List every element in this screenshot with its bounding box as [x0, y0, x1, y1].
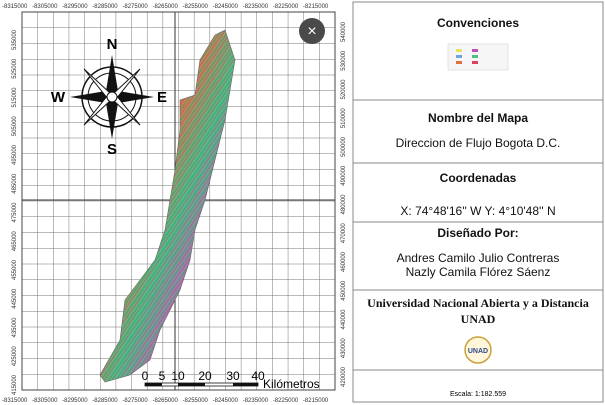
left-axis-label: 445000 — [12, 288, 18, 309]
right-axis-label: 510000 — [341, 108, 347, 129]
scale-tick-label: 5 — [159, 369, 166, 383]
scale-tick-label: 0 — [142, 369, 149, 383]
top-axis-label: -8245000 — [213, 4, 239, 10]
left-axis-label: 485000 — [12, 173, 18, 194]
right-axis-label: 470000 — [341, 223, 347, 244]
scale-bar-segment — [178, 383, 205, 386]
left-axis-label: 505000 — [12, 116, 18, 137]
author: Nazly Camila Flórez Sáenz — [406, 265, 551, 279]
legend-swatch — [456, 55, 462, 58]
top-axis-label: -8315000 — [2, 4, 28, 10]
top-axis-label: -8235000 — [243, 4, 269, 10]
bottom-axis-label: -8315000 — [2, 398, 28, 404]
area-texture — [99, 29, 236, 383]
right-axis-label: 420000 — [341, 366, 347, 387]
close-button-icon[interactable]: × — [307, 23, 316, 40]
bottom-axis-label: -8285000 — [92, 398, 118, 404]
left-axis-label: 475000 — [12, 202, 18, 223]
bottom-axis-label: -8275000 — [122, 398, 148, 404]
top-axis-label: -8275000 — [122, 4, 148, 10]
compass-point — [70, 91, 112, 103]
top-axis-label: -8285000 — [92, 4, 118, 10]
coordinates-title: Coordenadas — [440, 171, 517, 185]
bottom-axis-label: -8215000 — [303, 398, 329, 404]
scale-tick-label: 30 — [226, 369, 240, 383]
info-panel: Convenciones Nombre del Mapa Direccion d… — [352, 1, 604, 403]
bottom-axis-label: -8295000 — [62, 398, 88, 404]
map-frame — [21, 11, 336, 391]
left-axis-label: 515000 — [12, 87, 18, 108]
compass-w: W — [51, 89, 66, 106]
legend-title: Convenciones — [437, 16, 519, 30]
compass-point — [106, 55, 118, 97]
coordinates: X: 74°48'16'' W Y: 4°10'48'' N — [400, 204, 555, 218]
close-button-bg[interactable] — [299, 18, 325, 44]
top-axis-label: -8295000 — [62, 4, 88, 10]
right-axis-label: 490000 — [341, 165, 347, 186]
right-axis-label: 540000 — [341, 21, 347, 42]
bottom-axis-label: -8255000 — [183, 398, 209, 404]
compass: N S W E — [51, 36, 167, 158]
left-axis-label: 435000 — [12, 317, 18, 338]
right-axis-label: 450000 — [341, 280, 347, 301]
scale-tick-label: 10 — [171, 369, 185, 383]
left-axis-label: 495000 — [12, 144, 18, 165]
left-axis-label: 525000 — [12, 58, 18, 79]
legend-swatch — [472, 61, 478, 64]
compass-n: N — [107, 36, 118, 53]
right-axis-label: 500000 — [341, 136, 347, 157]
close-button[interactable]: × — [299, 18, 325, 44]
scale-unit: Kilómetros — [263, 377, 320, 391]
right-axis-label: 530000 — [341, 50, 347, 71]
university: Universidad Nacional Abierta y a Distanc… — [367, 296, 589, 310]
legend-swatch — [472, 49, 478, 52]
left-axis-label: 455000 — [12, 259, 18, 280]
left-axis-label: 535000 — [12, 29, 18, 50]
top-axis-label: -8255000 — [183, 4, 209, 10]
compass-center — [106, 91, 118, 103]
bottom-axis-label: -8245000 — [213, 398, 239, 404]
bottom-axis-label: -8265000 — [152, 398, 178, 404]
compass-e: E — [157, 89, 167, 106]
left-axis-label: 465000 — [12, 231, 18, 252]
legend-swatch — [456, 49, 462, 52]
top-axis-label: -8265000 — [152, 4, 178, 10]
right-axis-label: 480000 — [341, 194, 347, 215]
left-axis-label: 425000 — [12, 346, 18, 367]
right-axis-label: 460000 — [341, 251, 347, 272]
compass-point — [112, 91, 154, 103]
top-axis-label: -8305000 — [32, 4, 58, 10]
map-name-title: Nombre del Mapa — [428, 111, 528, 125]
author: Andres Camilo Julio Contreras — [397, 251, 560, 265]
bottom-axis-label: -8225000 — [273, 398, 299, 404]
scale-bar-segment — [233, 383, 258, 386]
scale-tick-label: 20 — [198, 369, 212, 383]
compass-point — [106, 97, 118, 139]
logo-ring — [464, 336, 492, 364]
bottom-axis-label: -8235000 — [243, 398, 269, 404]
designed-by-title: Diseñado Por: — [437, 226, 518, 240]
top-axis-label: -8225000 — [273, 4, 299, 10]
scale-tick-label: 40 — [251, 369, 265, 383]
university: UNAD — [461, 312, 496, 326]
right-axis-label: 430000 — [341, 338, 347, 359]
scale-bar-segment — [145, 383, 162, 386]
top-axis-label: -8215000 — [303, 4, 329, 10]
legend-swatch — [472, 55, 478, 58]
scale-text: Escala: 1:182.559 — [450, 391, 506, 398]
right-axis-label: 440000 — [341, 309, 347, 330]
right-axis-label: 520000 — [341, 79, 347, 100]
map-name: Direccion de Flujo Bogota D.C. — [396, 136, 561, 150]
compass-s: S — [107, 141, 117, 158]
left-axis-label: 415000 — [12, 374, 18, 395]
logo-text: UNAD — [468, 348, 488, 355]
study-area — [99, 29, 236, 383]
legend-swatch — [456, 61, 462, 64]
bottom-axis-label: -8305000 — [32, 398, 58, 404]
